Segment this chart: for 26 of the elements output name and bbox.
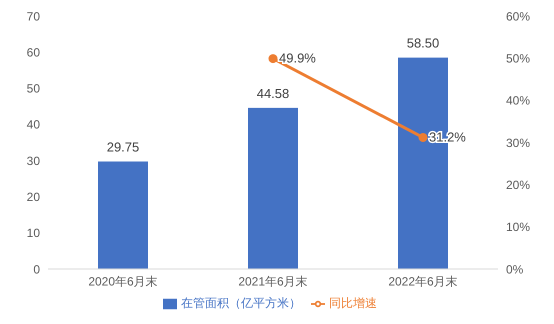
data-label: 58.50 <box>406 36 440 51</box>
legend-label: 在管面积（亿平方米） <box>181 296 301 310</box>
y-tick-label: 60 <box>26 45 40 60</box>
y-tick-label: 0 <box>33 262 40 276</box>
y2-tick-label: 20% <box>506 178 530 192</box>
bar <box>98 161 148 269</box>
x-tick-label: 2021年6月末 <box>238 274 308 289</box>
bar <box>248 108 298 269</box>
y2-tick-label: 0% <box>506 262 524 276</box>
y2-tick-label: 30% <box>506 136 530 150</box>
y-tick-label: 40 <box>26 118 40 132</box>
data-label: 44.58 <box>256 86 290 101</box>
y-tick-label: 70 <box>26 9 40 24</box>
y2-tick-label: 40% <box>506 94 530 108</box>
legend-label: 同比增速 <box>329 296 377 310</box>
x-tick-label: 2020年6月末 <box>88 274 158 289</box>
y-tick-label: 50 <box>26 82 40 96</box>
y2-tick-label: 50% <box>506 51 530 66</box>
y2-tick-label: 60% <box>506 9 530 24</box>
x-tick-label: 2022年6月末 <box>388 274 458 289</box>
y-tick-label: 30 <box>26 154 40 168</box>
data-label: 29.75 <box>106 139 140 154</box>
y-tick-label: 20 <box>26 190 40 204</box>
data-label: 49.9% <box>279 50 316 66</box>
y-tick-label: 10 <box>26 226 40 240</box>
y2-tick-label: 10% <box>506 220 530 234</box>
